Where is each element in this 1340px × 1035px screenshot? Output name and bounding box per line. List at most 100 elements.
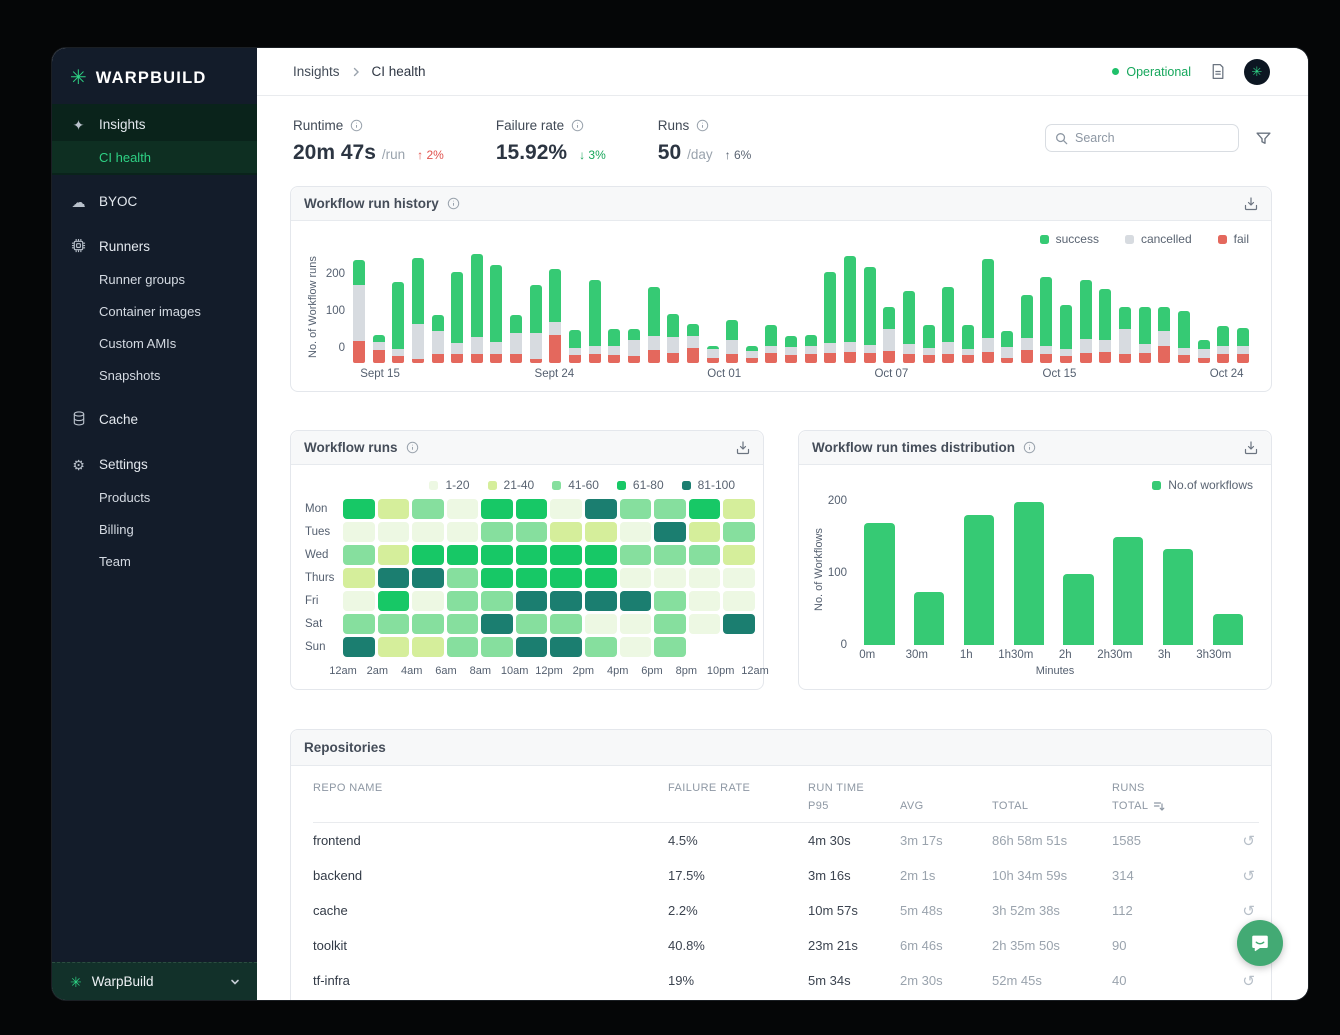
heatmap-cell[interactable] [688,591,721,611]
info-icon[interactable] [350,119,363,132]
heatmap-cell[interactable] [619,522,652,542]
sidebar-item-team[interactable]: Team [52,545,257,577]
distribution-bar[interactable] [1212,614,1243,645]
heatmap-cell[interactable] [343,568,375,588]
history-bar[interactable] [1118,306,1131,363]
history-bar[interactable] [1079,280,1092,363]
history-bar[interactable] [1099,289,1112,363]
sidebar-item-runners[interactable]: Runners [52,230,257,263]
heatmap-cell[interactable] [585,499,617,519]
table-row[interactable]: frontend 4.5% 4m 30s 3m 17s 86h 58m 51s 1585 ↺ [313,823,1259,858]
heatmap-cell[interactable] [481,522,513,542]
heatmap-cell[interactable] [377,568,410,588]
search-input[interactable] [1075,131,1215,145]
download-icon[interactable] [1243,196,1259,212]
sidebar-item-ci-health[interactable]: CI health [52,141,257,173]
history-bar[interactable] [804,335,817,363]
heatmap-cell[interactable] [723,637,755,657]
info-icon[interactable] [571,119,584,132]
history-bar[interactable] [392,281,405,363]
heatmap-cell[interactable] [446,499,479,519]
info-icon[interactable] [447,197,460,210]
info-icon[interactable] [406,441,419,454]
row-history-icon[interactable]: ↺ [1242,832,1255,850]
heatmap-cell[interactable] [688,499,721,519]
history-bar[interactable] [451,272,464,363]
heatmap-cell[interactable] [550,499,583,519]
distribution-bar[interactable] [1013,502,1044,645]
sidebar-item-billing[interactable]: Billing [52,513,257,545]
history-bar[interactable] [844,255,857,363]
sidebar-item-container-images[interactable]: Container images [52,295,257,327]
heatmap-cell[interactable] [688,545,721,565]
heatmap-cell[interactable] [654,614,686,634]
sidebar-item-settings[interactable]: ⚙ Settings [52,448,257,481]
distribution-bar[interactable] [1162,549,1194,645]
history-bar[interactable] [431,314,444,363]
heatmap-cell[interactable] [654,499,686,519]
heatmap-cell[interactable] [550,545,583,565]
history-bar[interactable] [942,287,955,363]
history-bar[interactable] [981,259,994,363]
status-badge[interactable]: Operational [1112,65,1191,79]
heatmap-cell[interactable] [377,522,410,542]
history-bar[interactable] [1060,304,1073,363]
history-bar[interactable] [1040,277,1053,363]
heatmap-cell[interactable] [481,591,513,611]
heatmap-cell[interactable] [481,568,513,588]
history-bar[interactable] [961,325,974,363]
heatmap-cell[interactable] [343,614,375,634]
history-bar[interactable] [824,272,837,363]
heatmap-cell[interactable] [585,545,617,565]
heatmap-cell[interactable] [515,545,548,565]
heatmap-cell[interactable] [481,637,513,657]
heatmap-cell[interactable] [412,522,444,542]
heatmap-cell[interactable] [377,637,410,657]
heatmap-cell[interactable] [688,568,721,588]
changelog-icon[interactable] [1209,63,1226,80]
history-bar[interactable] [627,329,640,363]
heatmap-cell[interactable] [377,499,410,519]
heatmap-cell[interactable] [377,545,410,565]
row-history-icon[interactable]: ↺ [1242,867,1255,885]
heatmap-cell[interactable] [619,568,652,588]
heatmap-cell[interactable] [723,614,755,634]
heatmap-cell[interactable] [515,568,548,588]
heatmap-cell[interactable] [515,591,548,611]
heatmap-cell[interactable] [446,614,479,634]
history-bar[interactable] [588,280,601,363]
history-bar[interactable] [883,306,896,363]
history-bar[interactable] [726,320,739,363]
heatmap-cell[interactable] [585,591,617,611]
history-bar[interactable] [922,325,935,363]
heatmap-cell[interactable] [619,614,652,634]
sort-descending-icon[interactable] [1153,800,1165,812]
history-bar[interactable] [1217,325,1230,363]
distribution-bar[interactable] [1063,574,1094,645]
sidebar-item-custom-amis[interactable]: Custom AMIs [52,327,257,359]
breadcrumb-insights[interactable]: Insights [293,64,340,79]
history-bar[interactable] [686,324,699,363]
workspace-switcher[interactable]: ✳ WarpBuild [52,962,257,1000]
heatmap-cell[interactable] [723,591,755,611]
heatmap-cell[interactable] [550,522,583,542]
history-bar[interactable] [608,329,621,363]
history-bar[interactable] [411,257,424,363]
chat-bubble-button[interactable] [1237,920,1283,966]
heatmap-cell[interactable] [688,614,721,634]
history-bar[interactable] [1138,307,1151,363]
history-bar[interactable] [667,313,680,363]
info-icon[interactable] [696,119,709,132]
sidebar-item-runner-groups[interactable]: Runner groups [52,263,257,295]
heatmap-cell[interactable] [619,499,652,519]
history-bar[interactable] [745,345,758,363]
download-icon[interactable] [735,440,751,456]
history-bar[interactable] [1158,306,1171,363]
heatmap-cell[interactable] [412,637,444,657]
sidebar-item-snapshots[interactable]: Snapshots [52,359,257,391]
heatmap-cell[interactable] [343,637,375,657]
heatmap-cell[interactable] [343,522,375,542]
history-bar[interactable] [863,266,876,363]
heatmap-cell[interactable] [723,522,755,542]
